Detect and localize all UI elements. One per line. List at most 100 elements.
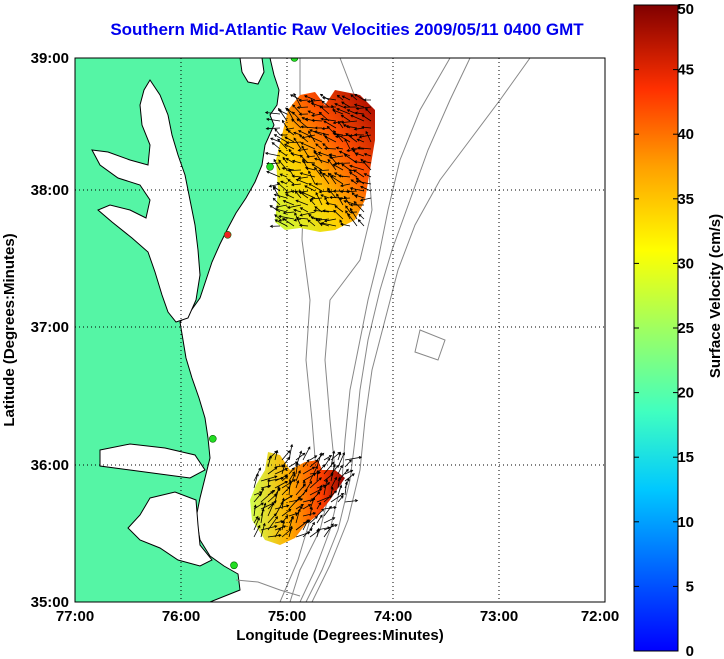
velocity-arrow: [253, 517, 260, 531]
velocity-arrow: [274, 527, 281, 538]
velocity-arrow: [295, 178, 309, 185]
velocity-arrow: [301, 145, 309, 157]
velocity-arrow: [336, 108, 351, 115]
velocity-arrow: [350, 114, 365, 122]
velocity-arrow: [344, 499, 359, 503]
velocity-arrow: [344, 459, 352, 468]
x-axis: 77:00 76:00 75:00 74:00 73:00 72:00 Long…: [56, 608, 619, 644]
velocity-arrow: [360, 158, 372, 171]
velocity-arrow: [282, 200, 295, 206]
colorbar-tick-label: 50: [677, 1, 694, 18]
velocity-arrow: [323, 517, 336, 524]
velocity-arrow: [288, 498, 304, 503]
velocity-arrow: [344, 473, 355, 482]
velocity-arrow: [337, 120, 344, 129]
velocity-arrow: [275, 204, 288, 209]
velocity-arrow: [299, 207, 309, 213]
colorbar-tick-label: 25: [677, 320, 694, 337]
velocity-arrow: [273, 158, 281, 171]
velocity-arrow: [345, 205, 351, 213]
velocity-arrow: [311, 118, 323, 122]
velocity-arrow: [309, 491, 321, 503]
velocity-arrow: [293, 92, 302, 108]
velocity-arrow: [300, 142, 316, 150]
velocity-arrow: [292, 104, 302, 115]
velocity-arrow: [316, 452, 323, 468]
velocity-arrow: [355, 177, 365, 185]
velocity-arrow: [274, 219, 288, 227]
velocity-arrow: [304, 95, 316, 101]
velocity-arrow: [267, 455, 272, 468]
velocity-arrow: [334, 205, 344, 213]
velocity-arrow: [299, 154, 309, 164]
velocity-arrow: [290, 183, 302, 187]
velocity-arrow: [253, 504, 257, 517]
velocity-arrow: [313, 209, 330, 213]
velocity-arrow: [260, 522, 266, 538]
velocity-arrow: [313, 130, 330, 136]
velocity-arrow: [341, 95, 351, 101]
velocity-arrow: [316, 501, 322, 510]
velocity-arrow: [320, 117, 337, 122]
velocity-arrow: [283, 143, 295, 150]
velocity-arrow: [353, 169, 365, 178]
velocity-arrow: [338, 150, 351, 157]
velocity-arrow: [321, 100, 330, 108]
velocity-arrow: [293, 208, 302, 213]
velocity-arrow: [323, 218, 337, 223]
velocity-arrow: [322, 143, 330, 150]
velocity-arrow: [306, 155, 316, 159]
velocity-arrow: [302, 512, 317, 517]
velocity-arrow: [266, 170, 281, 178]
x-tick-label: 73:00: [480, 608, 518, 625]
velocity-arrow: [284, 136, 295, 143]
velocity-arrow: [340, 114, 351, 122]
velocity-arrow: [278, 215, 295, 220]
velocity-arrow: [323, 523, 334, 538]
velocity-arrow: [279, 133, 287, 137]
velocity-arrow: [330, 476, 337, 489]
velocity-arrow: [264, 152, 281, 157]
velocity-arrow: [357, 146, 372, 150]
velocity-arrow: [307, 110, 316, 115]
velocity-arrow: [333, 209, 344, 220]
velocity-arrow: [299, 211, 316, 217]
radar-site-marker: [266, 163, 274, 171]
velocity-arrow: [339, 222, 351, 227]
velocity-arrow: [350, 179, 358, 185]
velocity-arrow: [291, 174, 302, 178]
velocity-arrow: [353, 103, 365, 108]
velocity-arrow: [260, 484, 272, 489]
velocity-arrow: [282, 156, 288, 164]
velocity-arrow: [281, 479, 296, 489]
velocity-arrow: [350, 94, 358, 101]
velocity-arrow: [295, 462, 299, 475]
velocity-arrow: [358, 134, 372, 139]
velocity-arrow: [295, 479, 300, 489]
colorbar-tick-label: 20: [677, 385, 694, 402]
velocity-arrow: [277, 138, 288, 150]
velocity-arrow: [271, 142, 281, 150]
colorbar-tick-label: 45: [677, 62, 694, 79]
velocity-arrow: [354, 194, 365, 199]
velocity-arrow: [361, 114, 372, 122]
velocity-arrow: [272, 197, 281, 206]
velocity-arrow: [323, 132, 330, 143]
velocity-arrow: [317, 218, 330, 222]
velocity-arrow: [295, 503, 304, 510]
velocity-arrow: [309, 496, 316, 510]
velocity-arrow: [300, 125, 316, 129]
velocity-arrow: [355, 180, 372, 185]
velocity-arrow: [353, 200, 365, 213]
velocity-arrow: [316, 514, 323, 524]
velocity-arrow: [307, 135, 323, 143]
velocity-arrow: [323, 120, 337, 129]
y-tick-label: 37:00: [31, 319, 69, 336]
velocity-arrow: [282, 218, 295, 227]
velocity-arrow: [297, 130, 309, 136]
velocity-arrow: [298, 112, 309, 116]
velocity-arrow: [357, 219, 365, 227]
velocity-arrow: [309, 515, 318, 524]
velocity-arrow: [302, 466, 316, 475]
